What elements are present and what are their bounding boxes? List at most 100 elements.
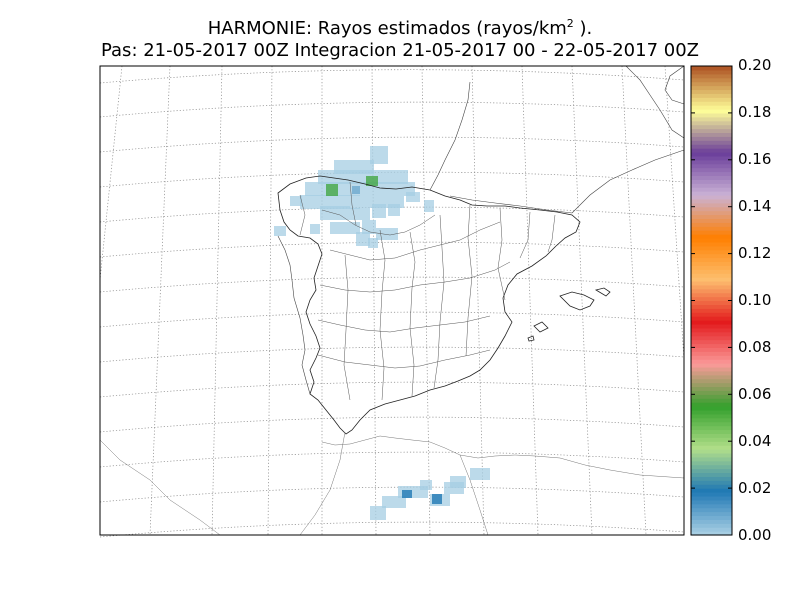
colorbar-segment: [691, 480, 732, 485]
map-subtitle: Pas: 21-05-2017 00Z Integracion 21-05-20…: [100, 40, 699, 61]
colorbar-segment: [691, 85, 732, 91]
colorbar-segment: [691, 402, 732, 407]
colorbar-segment: [691, 495, 732, 501]
colorbar-tick-label: 0.08: [738, 338, 772, 356]
colorbar-segment: [691, 382, 732, 388]
colorbar-segment: [691, 523, 732, 528]
colorbar-segment: [691, 323, 732, 329]
colorbar-segment: [691, 277, 732, 282]
colorbar-segment: [691, 335, 732, 341]
map-title: HARMONIE: Rayos estimados (rayos/km2 ).: [207, 17, 593, 39]
colorbar-segment: [691, 198, 732, 204]
lightning-cell: [290, 196, 302, 206]
lightning-cell: [450, 476, 466, 488]
colorbar-segment: [691, 66, 732, 71]
colorbar-segment: [691, 155, 732, 161]
colorbar-segment: [691, 366, 732, 372]
lightning-cell: [376, 228, 398, 240]
colorbar-tick-label: 0.16: [738, 150, 772, 168]
colorbar-segment: [691, 144, 732, 149]
colorbar-segment: [691, 449, 732, 454]
colorbar-segment: [691, 492, 732, 497]
province-borders: [299, 181, 556, 401]
colorbar-segment: [691, 476, 732, 481]
colorbar-segment: [691, 343, 732, 348]
colorbar-segment: [691, 124, 732, 130]
colorbar-segment: [691, 105, 732, 110]
colorbar-segment: [691, 296, 732, 302]
colorbar-segment: [691, 234, 732, 239]
colorbar-segment: [691, 347, 732, 352]
colorbar-segment: [691, 222, 732, 227]
colorbar-segment: [691, 327, 732, 333]
colorbar-segment: [691, 241, 732, 247]
colorbar-segment: [691, 253, 732, 259]
colorbar-segment: [691, 237, 732, 243]
lightning-cell: [350, 208, 370, 220]
colorbar-segment: [691, 175, 732, 180]
colorbar-segment: [691, 280, 732, 286]
lightning-cell: [370, 146, 388, 164]
colorbar-segment: [691, 245, 732, 251]
lightning-cell: [362, 220, 376, 234]
lightning-cell: [370, 506, 386, 520]
colorbar-segment: [691, 464, 732, 470]
colorbar-segment: [691, 359, 732, 364]
colorbar-segment: [691, 484, 732, 489]
colorbar-segment: [691, 363, 732, 368]
colorbar-tick-label: 0.02: [738, 479, 772, 497]
colorbar-segment: [691, 331, 732, 337]
colorbar-segment: [691, 413, 732, 419]
lightning-cell: [352, 186, 360, 194]
coastline: [277, 175, 611, 435]
colorbar-segment: [691, 527, 732, 532]
lightning-cell: [382, 496, 406, 508]
colorbar-segment: [691, 308, 732, 313]
colorbar-segment: [691, 292, 732, 298]
colorbar-segment: [691, 312, 732, 317]
colorbar-segment: [691, 214, 732, 220]
colorbar-segment: [691, 179, 732, 184]
colorbar-segment: [691, 265, 732, 270]
colorbar-segment: [691, 288, 732, 294]
lightning-cell: [274, 226, 286, 236]
colorbar-segment: [691, 108, 732, 114]
africa-coast: [99, 431, 685, 536]
colorbar-segment: [691, 374, 732, 380]
colorbar-segment: [691, 429, 732, 434]
colorbar-segment: [691, 511, 732, 517]
colorbar-segment: [691, 417, 732, 423]
lightning-cell: [432, 494, 442, 504]
colorbar-segment: [691, 167, 732, 173]
colorbar-segment: [691, 515, 732, 520]
colorbar-segment: [691, 140, 732, 145]
colorbar-segment: [691, 316, 732, 321]
colorbar: [691, 66, 732, 536]
colorbar-segment: [691, 320, 732, 325]
colorbar-segment: [691, 425, 732, 431]
colorbar-tick-label: 0.18: [738, 103, 772, 121]
colorbar-segment: [691, 183, 732, 188]
lightning-cell: [388, 204, 400, 216]
lightning-cell: [310, 224, 320, 234]
colorbar-segment: [691, 300, 732, 306]
colorbar-segment: [691, 73, 732, 79]
lightning-cell: [366, 176, 378, 186]
colorbar-segment: [691, 378, 732, 384]
colorbar-segment: [691, 452, 732, 458]
colorbar-segment: [691, 171, 732, 177]
colorbar-segment: [691, 89, 732, 94]
lightning-cells: [274, 146, 490, 520]
colorbar-segment: [691, 97, 732, 102]
colorbar-segment: [691, 519, 732, 524]
colorbar-segment: [691, 273, 732, 278]
colorbar-segment: [691, 163, 732, 169]
lightning-cell: [318, 170, 408, 184]
colorbar-segment: [691, 472, 732, 477]
colorbar-segment: [691, 116, 732, 122]
colorbar-segment: [691, 339, 732, 345]
colorbar-segment: [691, 261, 732, 266]
colorbar-segment: [691, 206, 732, 212]
colorbar-segment: [691, 445, 732, 450]
colorbar-segment: [691, 93, 732, 98]
